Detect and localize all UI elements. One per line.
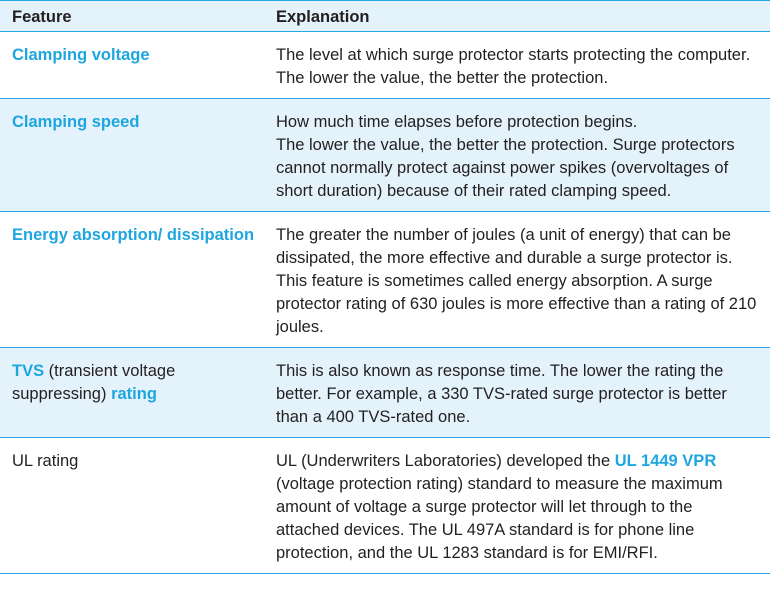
header-explanation: Explanation <box>264 0 770 32</box>
explanation-cell: The level at which surge protector start… <box>264 31 770 99</box>
feature-name-highlight: rating <box>111 385 157 403</box>
table-row: TVS (transient voltage suppressing) rati… <box>0 347 770 438</box>
feature-name: Energy absorption/ dissipation <box>12 226 255 244</box>
explanation-text: (voltage protection rating) standard to … <box>276 475 723 562</box>
table-row: UL rating UL (Underwriters Laboratories)… <box>0 437 770 574</box>
feature-cell: Energy absorption/ dissipation <box>0 211 264 348</box>
feature-name-highlight: TVS <box>12 362 45 380</box>
feature-cell: Clamping voltage <box>0 31 264 99</box>
explanation-line: How much time elapses before protection … <box>276 113 638 131</box>
surge-protector-feature-table: Feature Explanation Clamping voltage The… <box>0 0 770 574</box>
feature-name: Clamping speed <box>12 113 140 131</box>
feature-name: Clamping voltage <box>12 46 150 64</box>
table-header-row: Feature Explanation <box>0 0 770 32</box>
explanation-line: The lower the value, the better the prot… <box>276 136 735 200</box>
explanation-cell: This is also known as response time. The… <box>264 347 770 438</box>
explanation-cell: The greater the number of joules (a unit… <box>264 211 770 348</box>
explanation-cell: How much time elapses before protection … <box>264 98 770 212</box>
explanation-highlight: UL 1449 VPR <box>614 452 717 470</box>
header-feature: Feature <box>0 0 264 32</box>
table-row: Clamping voltage The level at which surg… <box>0 31 770 99</box>
feature-name-plain: (transient voltage suppressing) <box>12 362 176 403</box>
table-row: Energy absorption/ dissipation The great… <box>0 211 770 348</box>
explanation-text: UL (Underwriters Laboratories) developed… <box>276 452 615 470</box>
explanation-cell: UL (Underwriters Laboratories) developed… <box>264 437 770 574</box>
table-row: Clamping speed How much time elapses bef… <box>0 98 770 212</box>
feature-name: UL rating <box>12 452 79 470</box>
feature-cell: Clamping speed <box>0 98 264 212</box>
feature-cell: UL rating <box>0 437 264 574</box>
feature-cell: TVS (transient voltage suppressing) rati… <box>0 347 264 438</box>
